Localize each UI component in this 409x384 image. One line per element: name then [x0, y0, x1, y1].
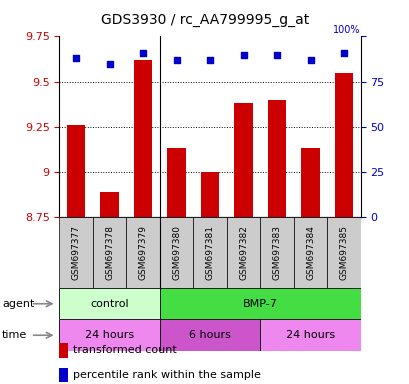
Text: GSM697379: GSM697379	[138, 225, 147, 280]
Bar	[226, 217, 260, 288]
Point	[106, 61, 113, 67]
Text: 24 hours: 24 hours	[285, 330, 334, 340]
Text: control: control	[90, 299, 129, 309]
Text: GSM697384: GSM697384	[306, 225, 314, 280]
Point	[307, 57, 313, 63]
Bar	[234, 103, 252, 217]
Bar	[160, 217, 193, 288]
Bar	[334, 73, 353, 217]
Bar	[260, 217, 293, 288]
Bar	[260, 319, 360, 351]
Text: GSM697377: GSM697377	[72, 225, 81, 280]
Text: GSM697381: GSM697381	[205, 225, 214, 280]
Point	[340, 50, 346, 56]
Text: GDS3930 / rc_AA799995_g_at: GDS3930 / rc_AA799995_g_at	[101, 13, 308, 27]
Text: 100%: 100%	[333, 25, 360, 35]
Point	[207, 57, 213, 63]
Bar	[193, 217, 226, 288]
Point	[273, 51, 280, 58]
Text: 24 hours: 24 hours	[85, 330, 134, 340]
Text: GSM697385: GSM697385	[339, 225, 348, 280]
Text: BMP-7: BMP-7	[242, 299, 277, 309]
Text: time: time	[2, 330, 27, 340]
Bar	[160, 319, 260, 351]
Text: GSM697383: GSM697383	[272, 225, 281, 280]
Bar	[160, 288, 360, 319]
Point	[73, 55, 79, 61]
Bar	[200, 172, 219, 217]
Point	[139, 50, 146, 56]
Bar	[326, 217, 360, 288]
Text: transformed count: transformed count	[72, 345, 176, 355]
Bar	[67, 125, 85, 217]
Bar	[100, 192, 119, 217]
Bar	[126, 217, 160, 288]
Text: GSM697380: GSM697380	[172, 225, 181, 280]
Bar	[301, 148, 319, 217]
Text: GSM697378: GSM697378	[105, 225, 114, 280]
Text: percentile rank within the sample: percentile rank within the sample	[72, 370, 260, 380]
Point	[173, 57, 180, 63]
Point	[240, 51, 246, 58]
Text: GSM697382: GSM697382	[238, 225, 247, 280]
Bar	[59, 217, 93, 288]
Bar	[59, 319, 160, 351]
Text: agent: agent	[2, 299, 34, 309]
Bar	[59, 288, 160, 319]
Text: 6 hours: 6 hours	[189, 330, 231, 340]
Bar	[167, 148, 185, 217]
Bar	[293, 217, 326, 288]
Bar	[267, 99, 285, 217]
Bar	[93, 217, 126, 288]
Bar	[134, 60, 152, 217]
